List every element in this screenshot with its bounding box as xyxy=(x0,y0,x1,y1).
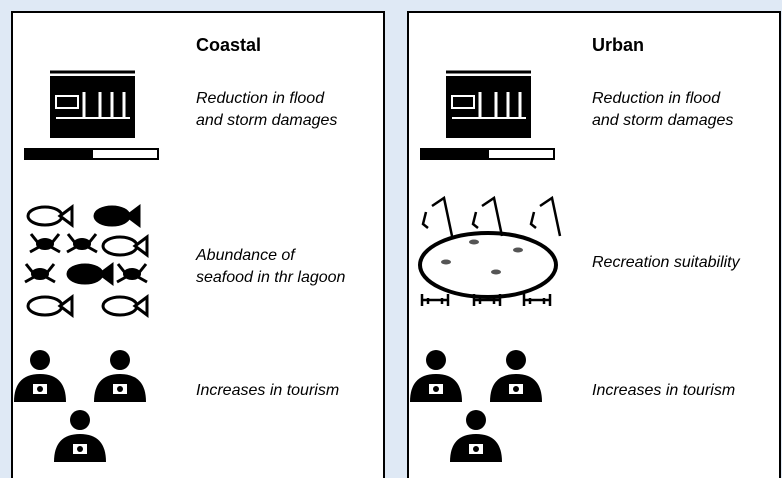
crab-legs xyxy=(24,263,56,284)
fish-tail xyxy=(57,294,74,318)
lake-fish xyxy=(513,247,523,253)
level-bar-empty xyxy=(487,148,555,160)
level-bar-fill xyxy=(24,148,92,160)
lake xyxy=(418,231,558,299)
item-text: Increases in tourism xyxy=(196,382,339,399)
tourist-lens xyxy=(37,386,43,392)
item-text: Reduction in flood xyxy=(196,90,325,107)
tourist-head xyxy=(110,350,130,370)
panel: Urban Reduction in flood and storm damages… xyxy=(407,11,781,478)
level-bar-fill xyxy=(420,148,488,160)
item-text: Reduction in flood xyxy=(592,90,721,107)
barrier-window xyxy=(55,95,79,109)
tourist-head xyxy=(70,410,90,430)
crab-body xyxy=(36,238,54,250)
tourist-head xyxy=(506,350,526,370)
panel: Coastal Reduction in flood and storm damag… xyxy=(11,11,385,478)
panel-title: Coastal xyxy=(196,35,261,55)
lake-fish xyxy=(441,259,451,265)
crab-body xyxy=(31,268,49,280)
angler xyxy=(421,195,454,237)
fish-tail xyxy=(97,262,114,286)
tourist-lens xyxy=(513,386,519,392)
fish-body xyxy=(66,263,104,285)
fish-body xyxy=(93,205,131,227)
item-text: and storm damages xyxy=(196,112,337,129)
fish-tail xyxy=(124,204,141,228)
item-text: Recreation suitability xyxy=(592,254,741,271)
item-text: and storm damages xyxy=(592,112,733,129)
item-text: Abundance of xyxy=(195,247,296,264)
fish-tail xyxy=(132,294,149,318)
bench xyxy=(472,294,502,306)
crab-body xyxy=(73,238,91,250)
tourist-head xyxy=(426,350,446,370)
crab-body xyxy=(123,268,141,280)
angler xyxy=(471,195,504,237)
fish-body xyxy=(101,235,139,257)
tourist-head xyxy=(30,350,50,370)
level-bar-empty xyxy=(91,148,159,160)
item-text: seafood in thr lagoon xyxy=(196,269,346,286)
panel-title: Urban xyxy=(592,35,644,55)
bench xyxy=(522,294,552,306)
fish-body xyxy=(26,205,64,227)
tourist-head xyxy=(466,410,486,430)
crab-legs xyxy=(66,233,98,254)
fish-body xyxy=(26,295,64,317)
tourist-lens xyxy=(117,386,123,392)
item-text: Increases in tourism xyxy=(592,382,735,399)
tourist-lens xyxy=(433,386,439,392)
fish-tail xyxy=(132,234,149,258)
lake-fish xyxy=(469,239,479,245)
crab-legs xyxy=(116,263,148,284)
tourist-lens xyxy=(77,446,83,452)
lake-fish xyxy=(491,269,501,275)
barrier-window xyxy=(451,95,475,109)
tourist-lens xyxy=(473,446,479,452)
crab-legs xyxy=(29,233,61,254)
fish-tail xyxy=(57,204,74,228)
fish-body xyxy=(101,295,139,317)
bench xyxy=(420,294,450,306)
angler xyxy=(529,195,562,237)
